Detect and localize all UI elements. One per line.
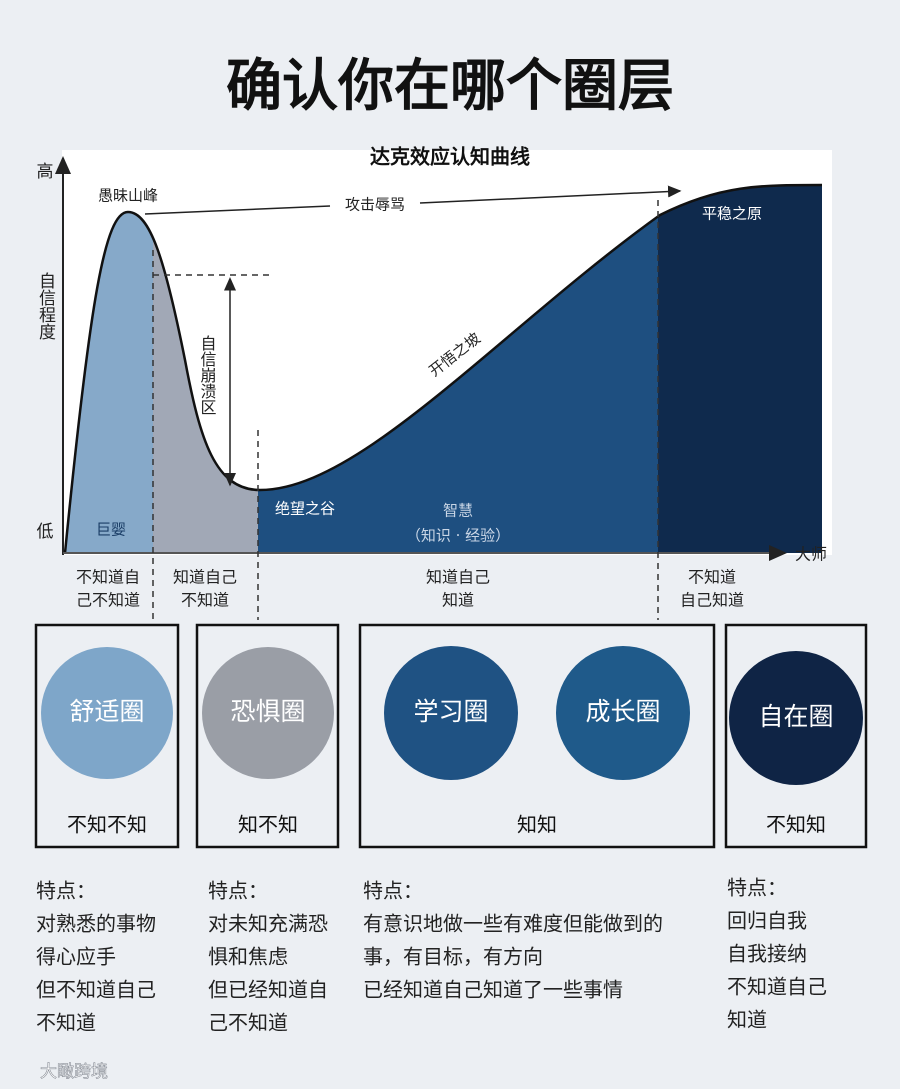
box-label: 知知 [517, 813, 557, 837]
feature-line: 对未知充满恐 [208, 912, 328, 936]
circle-comfort [41, 647, 173, 779]
feature-line: 自我接纳 [727, 942, 807, 966]
stage-line: 知道自己 [173, 568, 237, 587]
feature-line: 但不知道自己 [36, 978, 156, 1002]
curve [63, 183, 823, 554]
circle-name: 学习圈 [413, 697, 488, 726]
features: 特点： 对熟悉的事物 得心应手 但不知道自己 不知道 特点： 对未知充满恐 惧和… [36, 876, 827, 1035]
circle-learning [384, 646, 518, 780]
region-plateau [658, 185, 822, 553]
y-high: 高 [37, 162, 54, 182]
chart-title: 达克效应认知曲线 [370, 145, 530, 169]
stage-line: 知道自己 [426, 568, 490, 587]
wisdom-label: 智慧 [443, 502, 473, 520]
circle-name: 舒适圈 [69, 697, 144, 726]
feature-line: 回归自我 [727, 909, 807, 933]
main-title: 确认你在哪个圈层 [226, 54, 674, 119]
attack-arrow-b [419, 185, 682, 204]
circle-free [729, 651, 863, 785]
feature-line: 惧和焦虑 [208, 945, 288, 969]
feature-line: 不知道自己 [727, 975, 827, 999]
feature-line: 但已经知道自 [208, 978, 328, 1002]
feature-heading: 特点： [727, 876, 787, 900]
y-low: 低 [37, 522, 54, 542]
box-label: 知不知 [238, 813, 298, 837]
attack-arrow-a [144, 205, 331, 215]
stage-labels: 不知道自 己不知道 知道自己 不知道 知道自己 知道 不知道 自己知道 [76, 568, 744, 610]
stage-line: 己不知道 [76, 591, 140, 610]
circle-name: 恐惧圈 [230, 697, 305, 726]
collapse-label: 自信崩溃区 [198, 335, 217, 415]
stage-line: 不知道 [181, 591, 229, 610]
feature-line: 知道 [727, 1008, 767, 1032]
dashes [152, 200, 659, 620]
feature-heading: 特点： [208, 879, 268, 903]
watermark: 大瞰跨境 [40, 1062, 108, 1082]
infant-label: 巨婴 [96, 521, 126, 539]
box-label: 不知不知 [67, 813, 147, 837]
box-label: 不知知 [766, 813, 826, 837]
feature-heading: 特点： [363, 879, 423, 903]
circle-name: 自在圈 [758, 702, 833, 731]
circle-name: 成长圈 [585, 697, 660, 726]
stage-line: 不知道 [688, 568, 736, 587]
attack-label: 攻击辱骂 [345, 196, 405, 214]
valley-label: 绝望之谷 [275, 500, 335, 518]
x-end: 大师 [795, 545, 827, 564]
feature-line: 己不知道 [208, 1011, 288, 1035]
feature-line: 对熟悉的事物 [36, 912, 156, 936]
stage-line: 不知道自 [76, 568, 140, 587]
peak-label: 愚昧山峰 [98, 187, 158, 205]
feature-line: 得心应手 [36, 945, 116, 969]
y-label: 自信程度 [35, 272, 56, 340]
circle-growth [556, 646, 690, 780]
wisdom-note: （知识 · 经验） [406, 527, 510, 545]
feature-line: 有意识地做一些有难度但能做到的 [363, 912, 663, 936]
stage-line: 知道 [442, 591, 474, 610]
circle-boxes [34, 623, 868, 849]
feature-line: 已经知道自己知道了一些事情 [363, 978, 623, 1002]
circle-fear [202, 647, 334, 779]
plateau-label: 平稳之原 [702, 205, 762, 223]
feature-heading: 特点： [36, 879, 96, 903]
stage-line: 自己知道 [680, 591, 744, 610]
feature-line: 事，有目标，有方向 [363, 945, 543, 969]
box-labels: 不知不知 知不知 知知 不知知 [67, 813, 826, 837]
circle-names: 舒适圈 恐惧圈 学习圈 成长圈 自在圈 [69, 697, 833, 731]
feature-line: 不知道 [36, 1011, 96, 1035]
